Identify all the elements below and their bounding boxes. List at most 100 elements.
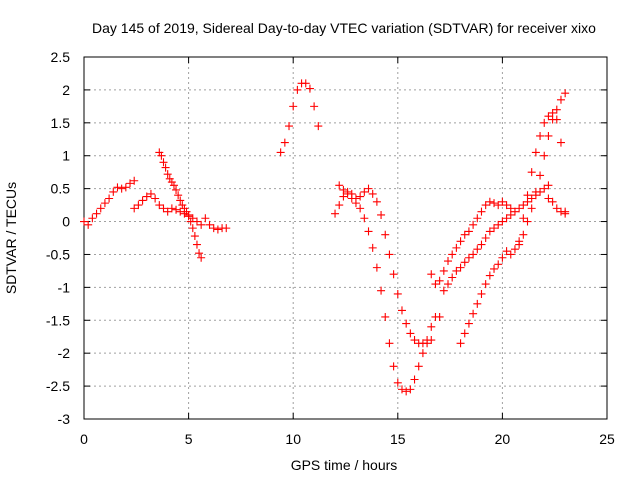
y-tick-label: 1 [62,148,70,164]
data-point [540,118,549,127]
data-point [402,319,411,328]
data-point [531,148,540,157]
data-point [456,263,465,272]
data-point [544,194,553,203]
y-tick-label: 2.5 [51,49,71,65]
data-point [167,178,176,187]
data-point [100,199,109,208]
data-point [477,240,486,249]
data-point [494,220,503,229]
data-point [498,217,507,226]
y-tick-label: -2.5 [46,378,70,394]
data-point [157,151,166,160]
x-tick-label: 25 [599,431,615,447]
data-point [519,201,528,210]
data-point [494,260,503,269]
data-point [159,204,168,213]
data-point [105,194,114,203]
data-point [121,183,130,192]
data-point [460,329,469,338]
data-point [285,122,294,131]
data-point [448,250,457,259]
y-axis-label: SDTVAR / TECUs [3,182,19,294]
data-point [552,105,561,114]
data-point [406,329,415,338]
data-point [444,257,453,266]
data-point [96,204,105,213]
x-tick-label: 20 [495,431,511,447]
data-point [469,309,478,318]
data-point [448,273,457,282]
data-point [531,187,540,196]
data-point [213,225,222,234]
data-point [556,138,565,147]
data-point [151,194,160,203]
data-point [178,201,187,210]
data-point [163,170,172,179]
data-point [510,207,519,216]
data-point [174,191,183,200]
y-tick-label: -1 [58,279,71,295]
y-tick-label: -2 [58,345,71,361]
data-point [427,322,436,331]
data-point [372,197,381,206]
chart-title: Day 145 of 2019, Sidereal Day-to-day VTE… [92,20,596,36]
data-point [389,362,398,371]
data-point [490,199,499,208]
data-point [414,362,423,371]
data-point [456,237,465,246]
data-point [469,250,478,259]
data-point [335,201,344,210]
data-point [381,230,390,239]
y-tick-label: -0.5 [46,246,70,262]
data-point [113,183,122,192]
data-point [335,181,344,190]
data-point [88,214,97,223]
data-point [523,191,532,200]
data-point [364,184,373,193]
data-point [498,253,507,262]
data-point [410,336,419,345]
data-point [485,271,494,280]
data-point [406,385,415,394]
data-point [464,227,473,236]
data-point [314,122,323,131]
data-point [372,263,381,272]
y-tick-label: -1.5 [46,312,70,328]
data-point [360,187,369,196]
data-point [561,209,570,218]
data-point [197,253,206,262]
data-point [165,174,174,183]
data-point [385,339,394,348]
data-point [418,349,427,358]
data-point [536,131,545,140]
data-point [548,108,557,117]
data-point [138,196,147,205]
data-point [410,375,419,384]
data-point [527,204,536,213]
data-point [172,185,181,194]
data-point [393,289,402,298]
data-point [201,214,210,223]
data-point [351,194,360,203]
data-point [435,276,444,285]
x-axis-label: GPS time / hours [291,457,398,473]
data-point [347,189,356,198]
data-point [222,224,231,233]
x-tick-label: 10 [285,431,301,447]
data-point [527,194,536,203]
data-point [481,201,490,210]
data-point [167,204,176,213]
y-tick-label: 0 [62,214,70,230]
data-point [397,385,406,394]
data-point [360,214,369,223]
data-point [356,204,365,213]
data-point [130,176,139,185]
data-point [435,312,444,321]
data-point [197,220,206,229]
data-point [510,245,519,254]
data-point [540,151,549,160]
data-point [142,192,151,201]
data-point [163,207,172,216]
